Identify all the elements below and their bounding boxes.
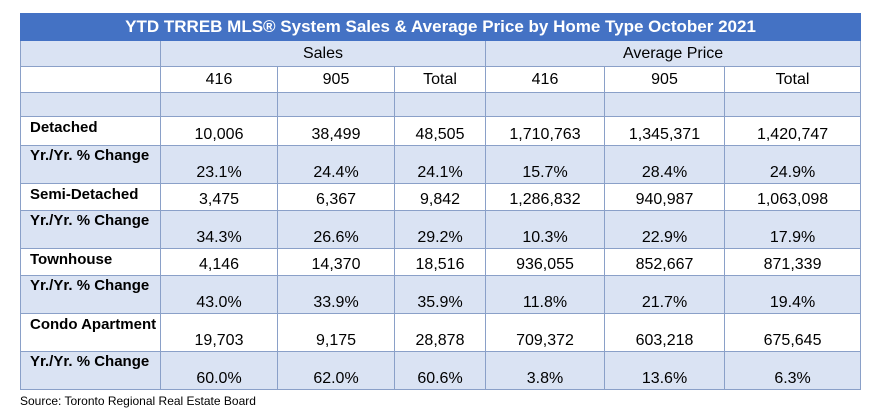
blank-cell [20, 92, 161, 117]
table-cell: 38,499 [277, 116, 395, 146]
table-cell: 15.7% [485, 145, 605, 184]
row-label: Townhouse [20, 248, 161, 276]
table-cell: 29.2% [394, 210, 486, 249]
row-label: Detached [20, 116, 161, 146]
row-label: Semi-Detached [20, 183, 161, 211]
table-cell: 34.3% [160, 210, 278, 249]
table-cell: 22.9% [604, 210, 725, 249]
sales-group-header: Sales [160, 40, 486, 67]
table-cell: 936,055 [485, 248, 605, 276]
table-cell: 33.9% [277, 275, 395, 314]
table-row: Detached 10,006 38,499 48,505 1,710,763 … [20, 116, 862, 146]
table-cell: 35.9% [394, 275, 486, 314]
table-cell: 19,703 [160, 313, 278, 352]
table-row: Yr./Yr. % Change 34.3% 26.6% 29.2% 10.3%… [20, 210, 862, 249]
table-cell: 1,420,747 [723, 116, 862, 146]
blank-cell [485, 92, 605, 117]
table-cell: 60.0% [160, 351, 278, 390]
table-cell: 9,842 [394, 183, 486, 211]
table-cell: 60.6% [394, 351, 486, 390]
table-row: Yr./Yr. % Change 23.1% 24.4% 24.1% 15.7%… [20, 145, 862, 184]
blank-cell [277, 92, 395, 117]
blank-cell [394, 92, 486, 117]
source-note: Source: Toronto Regional Real Estate Boa… [20, 394, 256, 408]
table-cell: 21.7% [604, 275, 725, 314]
table-row: Yr./Yr. % Change 43.0% 33.9% 35.9% 11.8%… [20, 275, 862, 314]
row-label: Yr./Yr. % Change [20, 145, 161, 184]
table-cell: 4,146 [160, 248, 278, 276]
table-cell: 10,006 [160, 116, 278, 146]
table-cell: 3.8% [485, 351, 605, 390]
blank-cell [723, 92, 862, 117]
table-cell: 23.1% [160, 145, 278, 184]
table-cell: 852,667 [604, 248, 725, 276]
column-header: 905 [604, 66, 725, 93]
table-row: Townhouse 4,146 14,370 18,516 936,055 85… [20, 248, 862, 276]
table-row: Yr./Yr. % Change 60.0% 62.0% 60.6% 3.8% … [20, 351, 862, 390]
row-label: Yr./Yr. % Change [20, 351, 161, 390]
table-cell: 1,345,371 [604, 116, 725, 146]
table-cell: 24.4% [277, 145, 395, 184]
subheader-corner [20, 66, 161, 93]
table-cell: 10.3% [485, 210, 605, 249]
table-row: Semi-Detached 3,475 6,367 9,842 1,286,83… [20, 183, 862, 211]
table-cell: 675,645 [723, 313, 862, 352]
table-cell: 28,878 [394, 313, 486, 352]
table-cell: 17.9% [723, 210, 862, 249]
table-title: YTD TRREB MLS® System Sales & Average Pr… [19, 13, 862, 41]
column-header: Total [394, 66, 486, 93]
table-cell: 48,505 [394, 116, 486, 146]
row-label: Condo Apartment [20, 313, 161, 352]
table-cell: 24.9% [723, 145, 862, 184]
table-cell: 11.8% [485, 275, 605, 314]
table-cell: 603,218 [604, 313, 725, 352]
average-price-group-header: Average Price [484, 40, 862, 67]
table-cell: 13.6% [604, 351, 725, 390]
table-cell: 24.1% [394, 145, 486, 184]
table-row: Condo Apartment 19,703 9,175 28,878 709,… [20, 313, 862, 352]
table-cell: 1,286,832 [485, 183, 605, 211]
row-label: Yr./Yr. % Change [20, 275, 161, 314]
sales-price-table: YTD TRREB MLS® System Sales & Average Pr… [19, 13, 862, 390]
table-cell: 6.3% [723, 351, 862, 390]
table-cell: 19.4% [723, 275, 862, 314]
column-header: Total [723, 66, 862, 93]
table-cell: 3,475 [160, 183, 278, 211]
blank-cell [604, 92, 725, 117]
column-header: 416 [485, 66, 605, 93]
column-header: 416 [160, 66, 278, 93]
table-cell: 940,987 [604, 183, 725, 211]
table-cell: 28.4% [604, 145, 725, 184]
table-cell: 43.0% [160, 275, 278, 314]
table-cell: 62.0% [277, 351, 395, 390]
header-corner [20, 40, 161, 67]
table-cell: 871,339 [723, 248, 862, 276]
table-cell: 9,175 [277, 313, 395, 352]
table-cell: 14,370 [277, 248, 395, 276]
row-label: Yr./Yr. % Change [20, 210, 161, 249]
table-cell: 26.6% [277, 210, 395, 249]
table-cell: 709,372 [485, 313, 605, 352]
blank-cell [160, 92, 278, 117]
table-cell: 6,367 [277, 183, 395, 211]
column-header: 905 [277, 66, 395, 93]
table-cell: 1,710,763 [485, 116, 605, 146]
table-cell: 18,516 [394, 248, 486, 276]
table-cell: 1,063,098 [723, 183, 862, 211]
